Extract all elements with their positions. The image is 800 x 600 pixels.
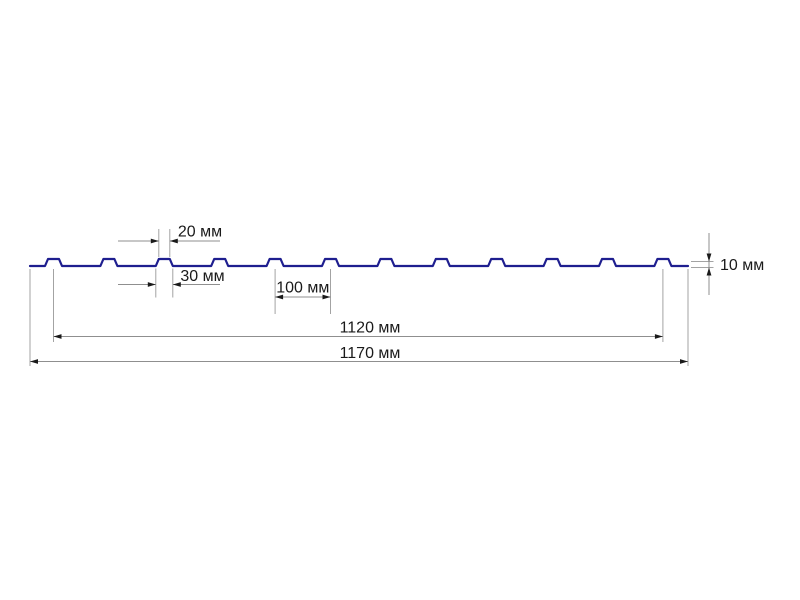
dimension-rib-pitch: 100 мм — [274, 269, 331, 314]
arrowhead — [706, 267, 712, 276]
dimension-rib-bottom-width: 30 мм — [118, 268, 225, 298]
arrowhead — [322, 294, 331, 300]
dimension-working-width: 1120 мм — [53, 269, 664, 342]
arrowhead — [147, 282, 156, 287]
sheet-profile — [28, 257, 690, 268]
dimension-overall-width: 1170 мм — [29, 269, 689, 366]
dimension-profile-height: 10 мм — [691, 233, 764, 295]
dimension-rib-top-width: 20 мм — [118, 224, 222, 257]
arrowhead — [680, 359, 688, 364]
dimension-label-profile-height: 10 мм — [720, 257, 764, 274]
dimension-label-rib-pitch: 100 мм — [276, 280, 329, 297]
arrowhead — [706, 253, 712, 262]
arrowhead — [150, 238, 159, 244]
sheet-profile-line — [28, 257, 690, 268]
dimension-label-working-width: 1120 мм — [340, 320, 401, 337]
dimension-label-rib-top-width: 20 мм — [178, 224, 222, 241]
dimension-label-overall-width: 1170 мм — [340, 345, 401, 362]
arrowhead — [53, 334, 62, 339]
arrowhead — [275, 294, 284, 300]
dimension-label-rib-bottom-width: 30 мм — [180, 268, 224, 285]
arrowhead — [654, 334, 663, 339]
arrowhead — [30, 359, 38, 364]
arrowhead — [169, 238, 178, 244]
arrowhead — [172, 282, 181, 287]
